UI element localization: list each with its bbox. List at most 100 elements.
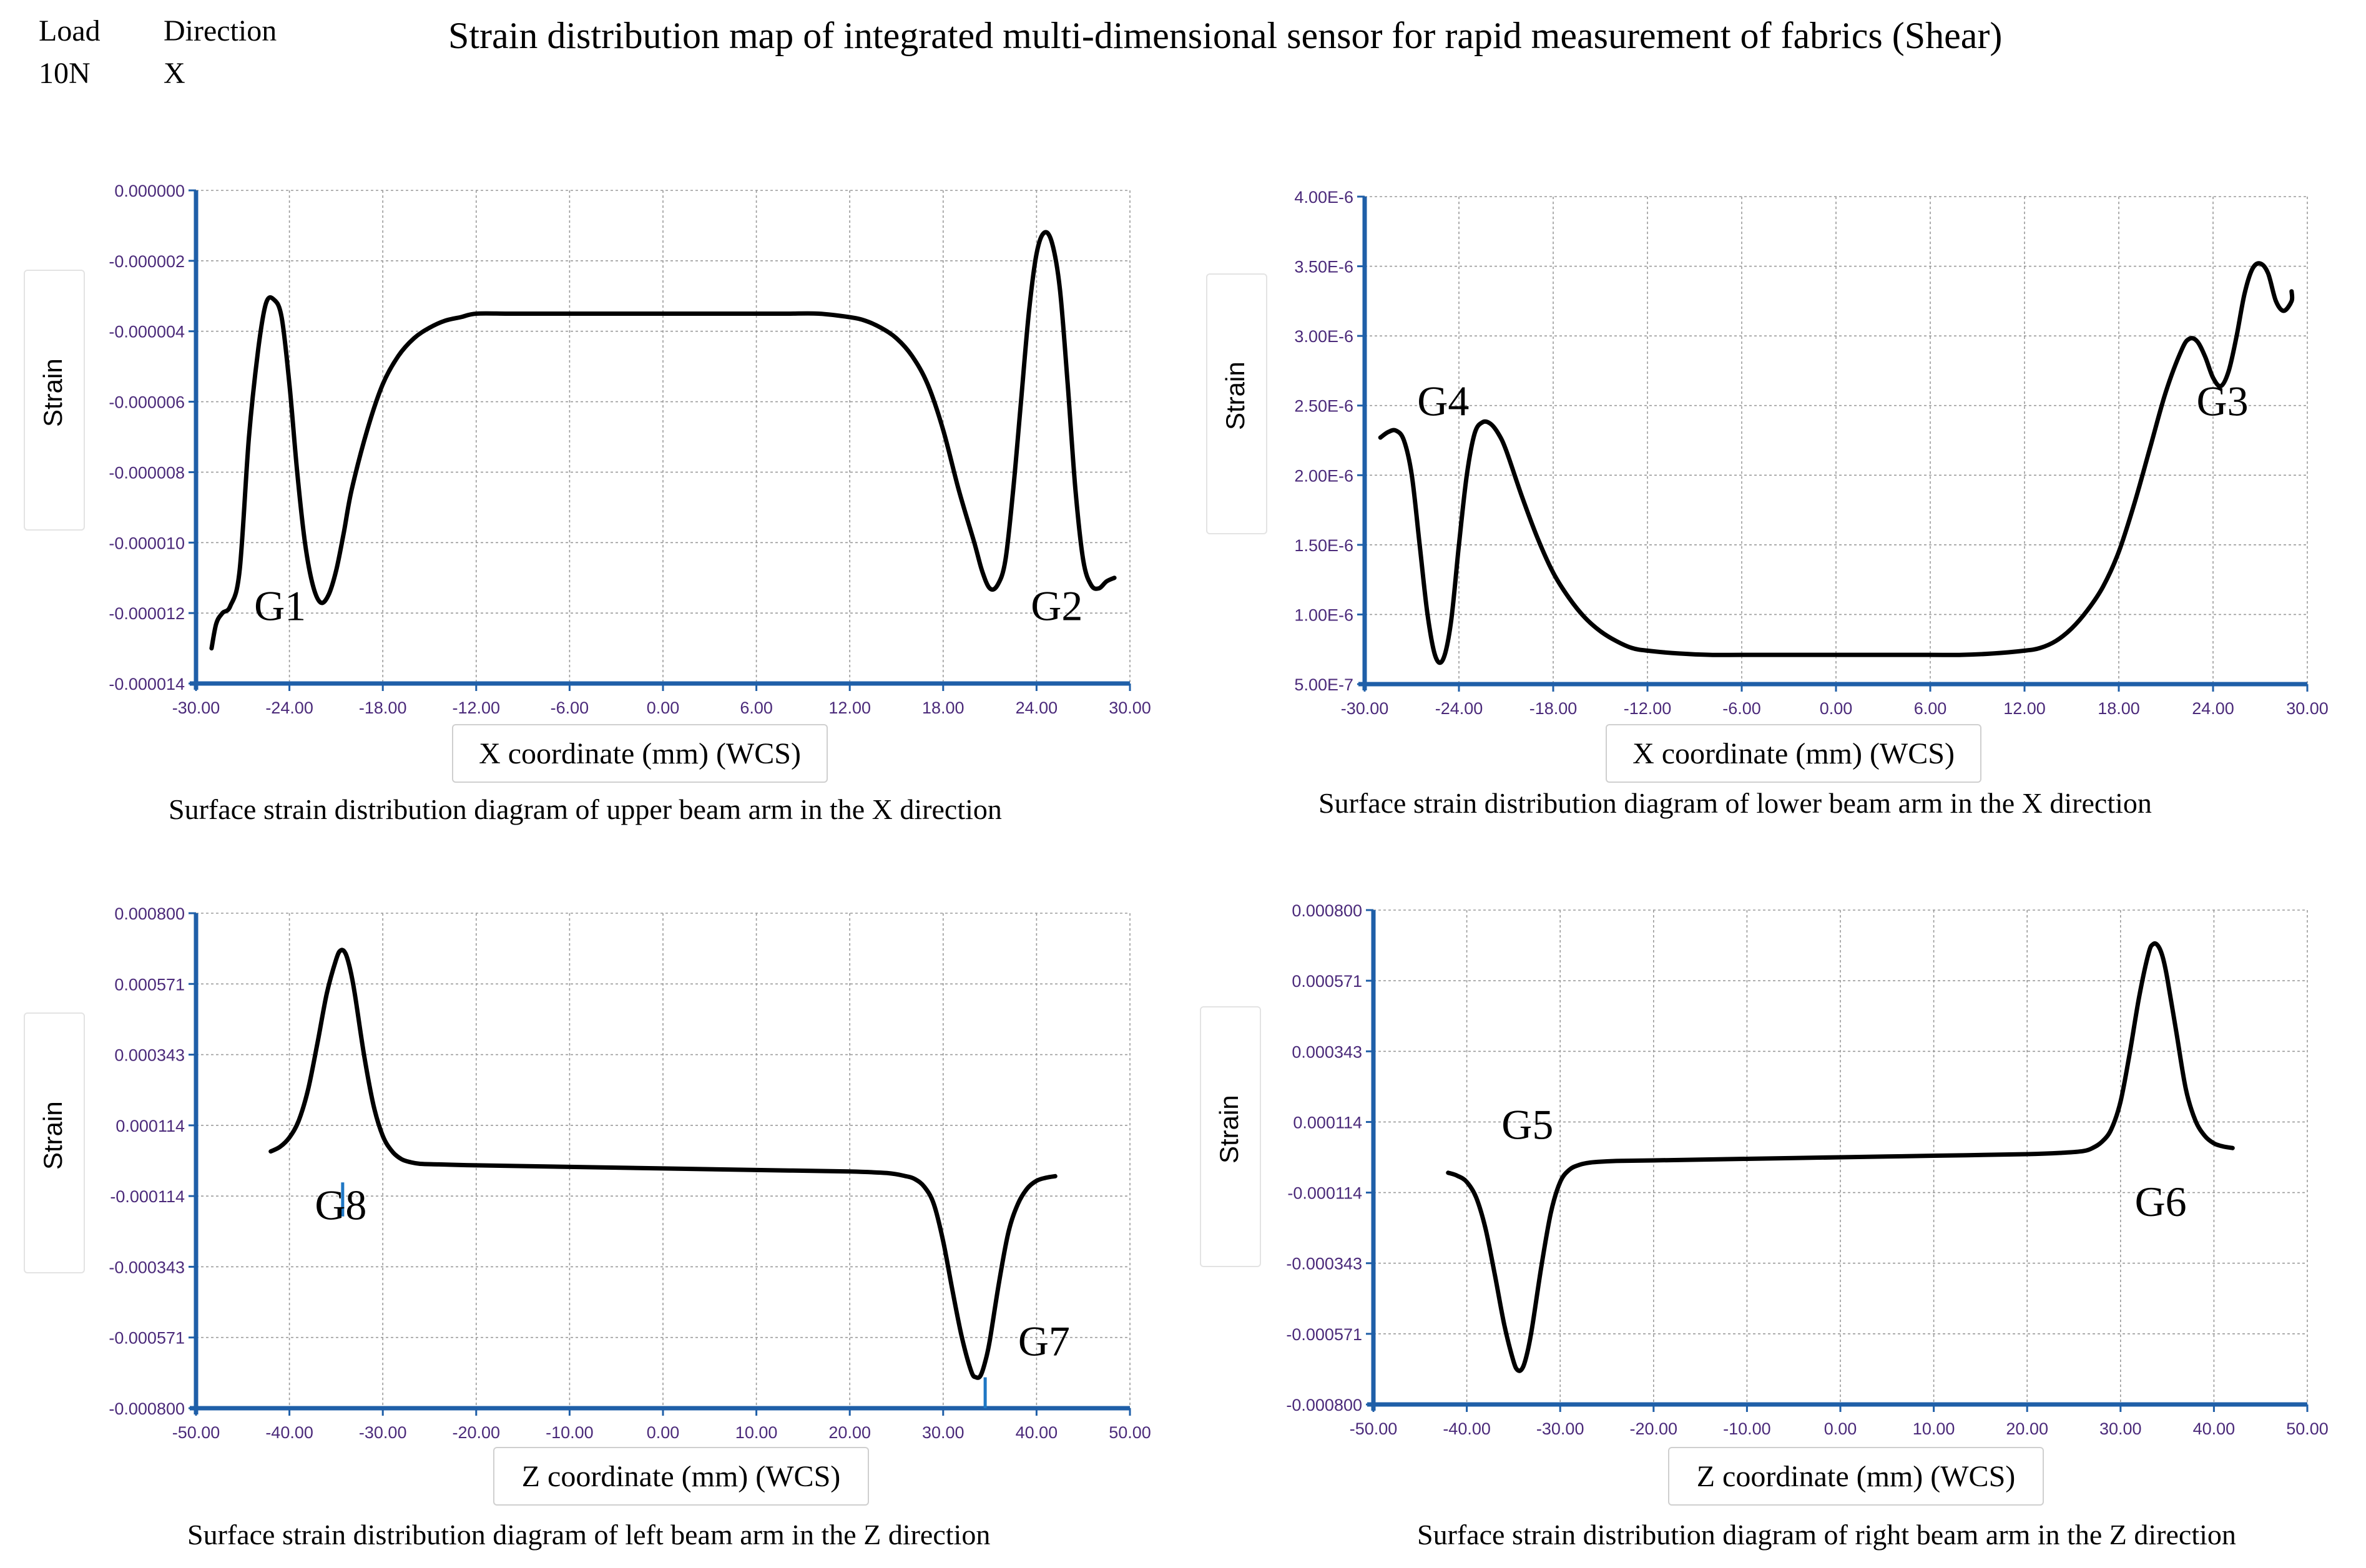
x-tick-label: 20.00 xyxy=(2006,1419,2048,1438)
x-tick-label: -10.00 xyxy=(1723,1419,1771,1438)
y-tick-label: -0.000014 xyxy=(109,675,185,693)
x-tick-label: 6.00 xyxy=(740,698,773,717)
x-tick-label: 0.00 xyxy=(1824,1419,1857,1438)
direction-label: Direction xyxy=(164,14,277,47)
gauge-label: G8 xyxy=(315,1182,366,1229)
x-tick-label: -30.00 xyxy=(359,1423,407,1442)
gauge-label: G2 xyxy=(1031,582,1082,629)
x-tick-label: -30.00 xyxy=(1341,699,1389,718)
load-value: 10N xyxy=(39,57,91,90)
y-tick-label: 0.000343 xyxy=(1292,1042,1362,1061)
x-tick-label: -20.00 xyxy=(1630,1419,1678,1438)
y-tick-label: 0.000571 xyxy=(1292,972,1362,991)
x-tick-label: -30.00 xyxy=(1536,1419,1584,1438)
x-tick-label: -50.00 xyxy=(172,1423,220,1442)
y-tick-label: 0.000343 xyxy=(114,1046,185,1065)
y-tick-label: 4.00E-6 xyxy=(1294,188,1353,207)
x-tick-label: -20.00 xyxy=(453,1423,501,1442)
x-tick-label: 18.00 xyxy=(922,698,965,717)
x-tick-label: -6.00 xyxy=(551,698,589,717)
y-tick-label: 0.000114 xyxy=(115,1117,185,1135)
y-axis-label-box xyxy=(24,1012,85,1273)
x-axis-label: Z coordinate (mm) (WCS) xyxy=(1668,1447,2044,1506)
x-tick-label: -30.00 xyxy=(172,698,220,717)
gauge-label: G3 xyxy=(2197,377,2249,424)
x-tick-label: 10.00 xyxy=(735,1423,778,1442)
x-tick-label: -24.00 xyxy=(1435,699,1483,718)
x-tick-label: 50.00 xyxy=(2286,1419,2329,1438)
y-tick-label: 0.000000 xyxy=(114,182,185,200)
y-tick-label: -0.000571 xyxy=(1286,1325,1362,1344)
x-tick-label: 40.00 xyxy=(2193,1419,2236,1438)
y-tick-label: -0.000004 xyxy=(109,323,185,341)
gauge-label: G7 xyxy=(1018,1318,1070,1365)
x-tick-label: 30.00 xyxy=(922,1423,965,1442)
x-tick-label: -12.00 xyxy=(1624,699,1672,718)
x-axis-label: X coordinate (mm) (WCS) xyxy=(452,724,828,783)
x-tick-label: 30.00 xyxy=(1109,698,1151,717)
x-tick-label: 6.00 xyxy=(1914,699,1947,718)
x-tick-label: -12.00 xyxy=(453,698,501,717)
y-tick-label: -0.000800 xyxy=(109,1399,185,1418)
x-tick-label: -24.00 xyxy=(265,698,313,717)
y-axis-label-box xyxy=(1200,1006,1261,1267)
x-tick-label: 12.00 xyxy=(828,698,871,717)
y-tick-label: -0.000114 xyxy=(110,1187,185,1206)
x-tick-label: 0.00 xyxy=(647,1423,680,1442)
y-tick-label: 1.00E-6 xyxy=(1294,605,1353,624)
x-tick-label: -10.00 xyxy=(546,1423,594,1442)
y-tick-label: 3.00E-6 xyxy=(1294,327,1353,346)
x-tick-label: 24.00 xyxy=(1016,698,1058,717)
y-tick-label: -0.000800 xyxy=(1286,1396,1362,1414)
y-tick-label: -0.000114 xyxy=(1287,1184,1362,1203)
series-line xyxy=(1446,941,2235,1373)
gauge-label: G5 xyxy=(1501,1100,1553,1148)
load-label: Load xyxy=(39,14,101,47)
x-tick-label: -50.00 xyxy=(1350,1419,1398,1438)
x-tick-label: 0.00 xyxy=(1820,699,1853,718)
x-tick-label: 30.00 xyxy=(2099,1419,2142,1438)
y-axis-label-box xyxy=(1206,273,1267,534)
y-axis-label-box xyxy=(24,270,85,531)
x-tick-label: 50.00 xyxy=(1109,1423,1151,1442)
y-tick-label: 0.000800 xyxy=(1292,901,1362,920)
x-tick-label: 10.00 xyxy=(1913,1419,1955,1438)
chart-caption: Surface strain distribution diagram of u… xyxy=(169,793,1002,825)
y-tick-label: 0.000800 xyxy=(114,904,185,923)
y-tick-label: 5.00E-7 xyxy=(1294,675,1353,694)
y-tick-label: -0.000010 xyxy=(109,534,185,552)
gauge-label: G6 xyxy=(2135,1178,2187,1225)
x-axis-label: X coordinate (mm) (WCS) xyxy=(1606,724,1981,783)
y-tick-label: 0.000114 xyxy=(1293,1113,1362,1132)
y-tick-label: 2.50E-6 xyxy=(1294,397,1353,416)
y-tick-label: 2.00E-6 xyxy=(1294,466,1353,485)
x-tick-label: 24.00 xyxy=(2192,699,2234,718)
y-tick-label: 3.50E-6 xyxy=(1294,258,1353,277)
x-tick-label: 12.00 xyxy=(2003,699,2046,718)
chart-caption: Surface strain distribution diagram of l… xyxy=(187,1519,991,1551)
y-tick-label: 0.000571 xyxy=(114,975,185,994)
x-tick-label: 30.00 xyxy=(2286,699,2329,718)
direction-value: X xyxy=(164,57,185,90)
y-tick-label: -0.000012 xyxy=(109,604,185,623)
y-tick-label: -0.000006 xyxy=(109,393,185,412)
x-tick-label: 40.00 xyxy=(1016,1423,1058,1442)
chart-caption: Surface strain distribution diagram of l… xyxy=(1318,787,2152,819)
series-line xyxy=(209,230,1117,651)
series-line xyxy=(1378,261,2295,665)
x-tick-label: -18.00 xyxy=(1529,699,1578,718)
y-tick-label: -0.000002 xyxy=(109,252,185,271)
x-tick-label: 18.00 xyxy=(2098,699,2140,718)
x-tick-label: 0.00 xyxy=(647,698,680,717)
y-tick-label: -0.000008 xyxy=(109,463,185,482)
x-axis-label: Z coordinate (mm) (WCS) xyxy=(493,1447,869,1506)
x-tick-label: 20.00 xyxy=(828,1423,871,1442)
series-line xyxy=(268,948,1058,1380)
y-tick-label: -0.000343 xyxy=(109,1258,185,1276)
x-tick-label: -6.00 xyxy=(1722,699,1761,718)
page-title: Strain distribution map of integrated mu… xyxy=(448,15,2003,56)
